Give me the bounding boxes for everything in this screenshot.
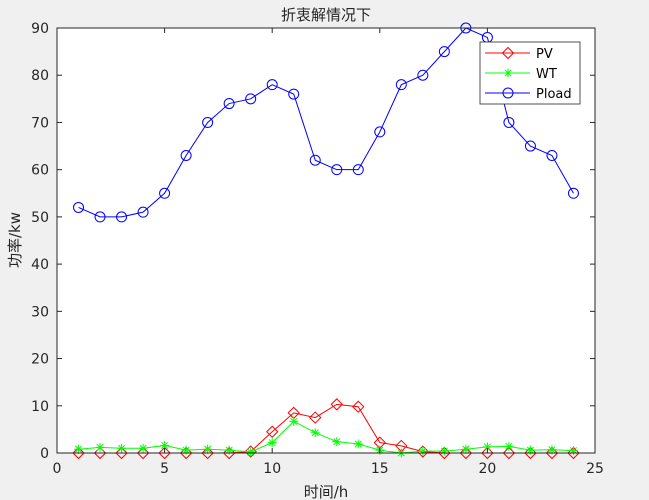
data-point bbox=[159, 187, 171, 199]
data-point bbox=[502, 446, 516, 460]
data-point bbox=[181, 445, 191, 455]
data-point bbox=[309, 411, 322, 424]
data-point bbox=[546, 150, 558, 161]
data-point bbox=[331, 164, 343, 176]
y-tick-label: 0 bbox=[40, 446, 49, 462]
y-tick-label: 80 bbox=[31, 68, 49, 84]
data-point bbox=[503, 116, 515, 128]
data-point bbox=[525, 445, 535, 455]
y-tick-label: 90 bbox=[31, 21, 49, 37]
data-point bbox=[524, 140, 536, 152]
data-point bbox=[567, 446, 580, 460]
x-tick-label: 15 bbox=[371, 461, 389, 477]
chart-title: 折衷解情况下 bbox=[281, 6, 371, 24]
data-point bbox=[93, 446, 107, 460]
legend-marker bbox=[502, 87, 514, 99]
data-point bbox=[353, 439, 363, 449]
data-point bbox=[482, 442, 492, 452]
data-point bbox=[567, 187, 579, 199]
data-point bbox=[266, 79, 278, 91]
data-point bbox=[116, 211, 128, 223]
data-point bbox=[352, 400, 365, 413]
data-point bbox=[138, 443, 148, 453]
y-axis: 0 10 20 30 40 50 60 70 80 90 bbox=[31, 21, 595, 462]
x-tick-label: 25 bbox=[586, 461, 604, 477]
data-point bbox=[265, 425, 279, 438]
data-point bbox=[547, 445, 557, 455]
data-point bbox=[201, 446, 214, 460]
data-point bbox=[438, 46, 450, 58]
data-point bbox=[524, 446, 537, 460]
data-point bbox=[352, 164, 364, 176]
legend-item-pv: PV bbox=[485, 46, 553, 62]
data-point bbox=[568, 446, 578, 456]
data-point bbox=[461, 444, 471, 454]
y-tick-label: 20 bbox=[31, 352, 49, 368]
y-tick-label: 10 bbox=[31, 399, 49, 415]
data-point bbox=[222, 446, 236, 460]
y-axis-label: 功率/kw bbox=[6, 212, 24, 268]
data-point bbox=[224, 445, 234, 455]
x-tick-label: 0 bbox=[53, 461, 62, 477]
legend-item-wt: WT bbox=[485, 67, 557, 82]
x-tick-label: 20 bbox=[478, 461, 496, 477]
data-point bbox=[459, 446, 473, 460]
data-point bbox=[223, 98, 235, 110]
data-point bbox=[137, 206, 149, 218]
y-tick-label: 50 bbox=[31, 210, 49, 226]
data-point bbox=[246, 447, 256, 457]
x-axis-label: 时间/h bbox=[304, 483, 349, 500]
x-axis: 0 5 10 15 20 25 bbox=[53, 28, 604, 477]
data-point bbox=[417, 69, 429, 81]
data-point bbox=[95, 442, 105, 452]
data-point bbox=[72, 446, 85, 460]
data-point bbox=[439, 446, 449, 456]
data-point bbox=[310, 428, 320, 438]
x-tick-label: 10 bbox=[263, 461, 281, 477]
data-point bbox=[94, 211, 106, 223]
data-point bbox=[117, 443, 127, 453]
y-tick-label: 40 bbox=[31, 257, 49, 273]
data-point bbox=[504, 441, 514, 451]
data-point bbox=[288, 88, 300, 100]
legend: PV WT Pload bbox=[479, 41, 581, 105]
data-point bbox=[330, 398, 343, 411]
data-point bbox=[203, 444, 213, 454]
data-point bbox=[158, 446, 171, 460]
data-point bbox=[180, 150, 192, 161]
data-point bbox=[267, 438, 277, 448]
data-point bbox=[245, 93, 257, 105]
data-point bbox=[395, 79, 407, 91]
data-point bbox=[74, 444, 84, 454]
data-point bbox=[244, 445, 257, 458]
legend-label: WT bbox=[536, 67, 557, 82]
data-point bbox=[545, 446, 559, 460]
y-tick-label: 30 bbox=[31, 304, 49, 320]
data-point bbox=[115, 446, 128, 460]
data-point bbox=[73, 201, 85, 213]
data-point bbox=[481, 446, 494, 460]
data-point bbox=[309, 154, 321, 166]
x-tick-label: 5 bbox=[160, 461, 169, 477]
data-point bbox=[416, 445, 430, 458]
axes-box bbox=[56, 27, 596, 454]
data-point bbox=[202, 116, 214, 128]
data-point bbox=[160, 440, 170, 450]
legend-item-pload: Pload bbox=[485, 87, 572, 102]
data-point bbox=[289, 416, 299, 426]
data-point bbox=[332, 437, 342, 447]
data-point bbox=[418, 446, 428, 456]
data-point bbox=[374, 126, 386, 138]
data-point bbox=[136, 446, 150, 460]
y-tick-label: 60 bbox=[31, 163, 49, 179]
legend-label: PV bbox=[536, 47, 553, 62]
legend-marker bbox=[501, 46, 515, 60]
legend-marker bbox=[503, 68, 513, 78]
y-tick-label: 70 bbox=[31, 115, 49, 131]
legend-label: Pload bbox=[536, 87, 572, 102]
series-wt bbox=[74, 416, 578, 458]
data-point bbox=[179, 446, 193, 460]
